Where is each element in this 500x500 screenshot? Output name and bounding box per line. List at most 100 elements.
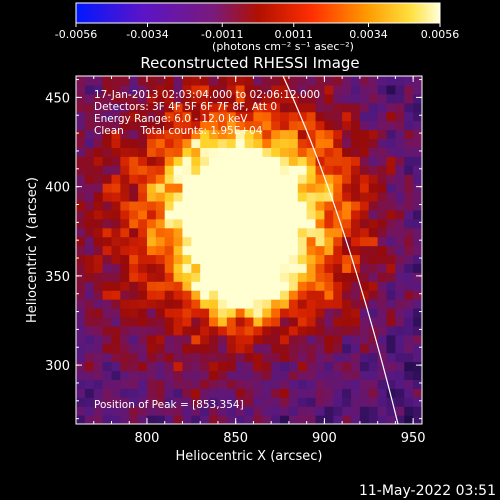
heatmap-cell [217, 209, 228, 220]
heatmap-cell [200, 308, 210, 318]
heatmap-cell [191, 129, 201, 140]
heatmap-cell [359, 236, 370, 247]
heatmap-cell [315, 192, 326, 202]
heatmap-cell [120, 352, 130, 363]
heatmap-cell [76, 361, 86, 372]
heatmap-cell [324, 334, 334, 345]
colorbar-tick-label: -0.0034 [126, 28, 168, 41]
heatmap-cell [93, 200, 104, 211]
heatmap-cell [333, 308, 343, 318]
heatmap-cell [315, 299, 326, 309]
heatmap-cell [333, 183, 343, 193]
heatmap-cell [306, 192, 317, 202]
heatmap-cell [271, 138, 281, 148]
heatmap-cell [413, 93, 422, 104]
heatmap-cell [191, 379, 201, 389]
heatmap-cell [164, 406, 175, 416]
heatmap-cell [280, 316, 290, 327]
heatmap-cell [226, 308, 237, 318]
heatmap-cell [280, 120, 290, 131]
heatmap-cell [359, 227, 370, 238]
heatmap-cell [111, 281, 121, 291]
heatmap-cell [173, 308, 184, 318]
heatmap-cell [333, 129, 343, 140]
heatmap-cell [333, 192, 343, 202]
heatmap-cell [173, 218, 184, 229]
heatmap-cell [306, 102, 317, 113]
heatmap-cell [333, 147, 343, 157]
heatmap-cell [413, 370, 422, 380]
heatmap-cell [120, 290, 130, 300]
heatmap-cell [333, 165, 343, 175]
heatmap-cell [120, 254, 130, 264]
heatmap-cell [93, 334, 104, 345]
heatmap-cell [377, 227, 388, 238]
heatmap-cell [209, 227, 219, 238]
heatmap-cell [200, 156, 210, 166]
heatmap-cell [359, 84, 370, 95]
heatmap-cell [315, 227, 326, 238]
heatmap-cell [209, 281, 219, 291]
heatmap-cell [324, 174, 334, 184]
heatmap-cell [377, 254, 388, 264]
heatmap-cell [404, 299, 414, 309]
heatmap-cell [368, 406, 379, 416]
heatmap-cell [146, 272, 157, 282]
heatmap-cell [164, 93, 175, 104]
heatmap-cell [102, 209, 113, 220]
heatmap-cell [377, 308, 388, 318]
heatmap-cell [244, 129, 255, 140]
x-tick-label: 800 [135, 431, 160, 446]
heatmap-cell [324, 388, 334, 398]
heatmap-cell [129, 290, 139, 300]
heatmap-cell [200, 388, 210, 398]
heatmap-cell [377, 129, 388, 140]
heatmap-cell [271, 245, 281, 256]
heatmap-cell [120, 111, 130, 122]
heatmap-cell [120, 227, 130, 238]
heatmap-cell [111, 272, 121, 282]
heatmap-cell [111, 388, 121, 398]
heatmap-cell [155, 200, 166, 211]
heatmap-cell [386, 111, 396, 122]
heatmap-cell [333, 138, 343, 148]
heatmap-cell [200, 352, 210, 363]
heatmap-cell [191, 147, 201, 157]
heatmap-cell [404, 174, 414, 184]
heatmap-cell [244, 209, 255, 220]
heatmap-cell [359, 200, 370, 211]
heatmap-cell [342, 147, 352, 157]
heatmap-cell [138, 272, 148, 282]
heatmap-cell [164, 147, 175, 157]
heatmap-cell [262, 147, 272, 157]
heatmap-cell [288, 281, 299, 291]
heatmap-cell [386, 129, 396, 140]
heatmap-cell [76, 415, 86, 424]
heatmap-cell [315, 236, 326, 247]
heatmap-cell [76, 120, 86, 131]
heatmap-cell [76, 93, 86, 104]
heatmap-cell [111, 245, 121, 256]
heatmap-cell [271, 352, 281, 363]
heatmap-cell [217, 272, 228, 282]
heatmap-cell [262, 111, 272, 122]
heatmap-cell [342, 325, 352, 336]
heatmap-cell [288, 352, 299, 363]
heatmap-cell [200, 174, 210, 184]
heatmap-cell [191, 227, 201, 238]
heatmap-cell [288, 200, 299, 211]
heatmap-cell [262, 76, 272, 86]
heatmap-cell [182, 209, 192, 220]
heatmap-cell [120, 200, 130, 211]
heatmap-cell [102, 93, 113, 104]
heatmap-cell [217, 102, 228, 113]
heatmap-cell [191, 325, 201, 336]
heatmap-cell [404, 388, 414, 398]
heatmap-cell [351, 370, 361, 380]
heatmap-cell [315, 129, 326, 140]
heatmap-cell [306, 254, 317, 264]
heatmap-cell [164, 388, 175, 398]
heatmap-cell [120, 325, 130, 336]
heatmap-cell [271, 165, 281, 175]
heatmap-cell [244, 299, 255, 309]
